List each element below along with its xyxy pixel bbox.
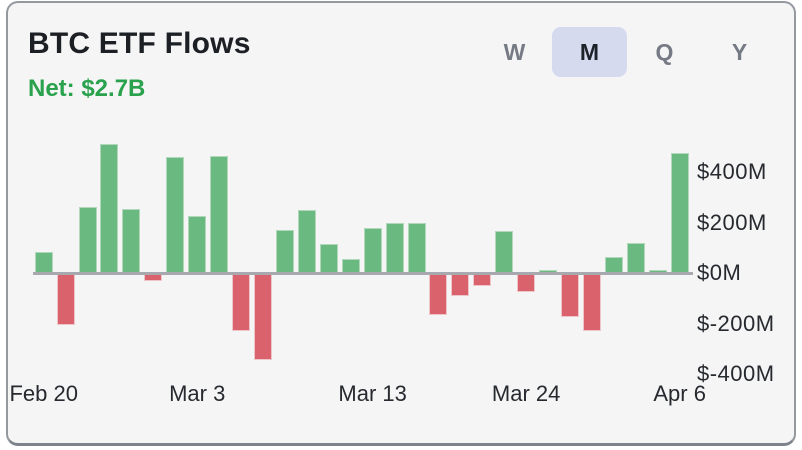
period-button-y[interactable]: Y <box>702 27 777 77</box>
period-button-q[interactable]: Q <box>627 27 702 77</box>
flow-bar[interactable] <box>582 273 601 332</box>
chart-area: $400M $200M $0M $-200M $-400M Feb 20 Mar 3 Mar … <box>8 3 794 443</box>
flow-bar[interactable] <box>275 230 294 273</box>
flow-bar[interactable] <box>385 222 404 273</box>
flow-bar[interactable] <box>517 273 536 292</box>
flow-bar[interactable] <box>78 207 97 273</box>
flow-bar[interactable] <box>122 208 141 273</box>
y-axis-label: $-400M <box>697 361 775 386</box>
flow-bar[interactable] <box>495 231 514 273</box>
flow-bar[interactable] <box>297 209 316 273</box>
x-axis-label: Mar 24 <box>491 381 561 406</box>
flow-bar[interactable] <box>561 273 580 318</box>
flow-bar[interactable] <box>232 273 251 332</box>
flow-bar[interactable] <box>670 153 689 273</box>
zero-axis-line <box>33 271 693 275</box>
x-axis-label: Mar 3 <box>169 381 226 406</box>
flow-bar[interactable] <box>604 256 623 273</box>
x-axis-label: Apr 6 <box>653 381 706 406</box>
flow-bar[interactable] <box>56 273 75 325</box>
flow-bar[interactable] <box>473 273 492 286</box>
flow-bar[interactable] <box>100 144 119 273</box>
flow-bar[interactable] <box>429 273 448 315</box>
page-title: BTC ETF Flows <box>28 27 251 60</box>
x-axis-label: Feb 20 <box>9 381 78 406</box>
flow-bar[interactable] <box>144 273 163 281</box>
flow-bar[interactable] <box>254 273 272 361</box>
y-axis-label: $200M <box>697 209 767 235</box>
flow-bar[interactable] <box>166 156 185 273</box>
y-axis-label: $0M <box>697 260 742 285</box>
flow-bar[interactable] <box>626 242 645 273</box>
x-axis-label: Mar 13 <box>338 381 407 406</box>
flow-bar[interactable] <box>451 273 470 296</box>
flow-bar[interactable] <box>407 222 426 273</box>
y-axis-label: $-200M <box>697 310 775 336</box>
flow-bar[interactable] <box>34 251 53 273</box>
period-button-m[interactable]: M <box>552 27 627 77</box>
y-axis-label: $400M <box>697 159 767 184</box>
flow-bar[interactable] <box>319 243 338 273</box>
flow-bar[interactable] <box>210 155 229 273</box>
flow-bar[interactable] <box>341 259 360 273</box>
flow-bar[interactable] <box>363 227 382 273</box>
net-flow-value: Net: $2.7B <box>28 75 146 102</box>
period-button-w[interactable]: W <box>477 27 552 77</box>
flow-bar[interactable] <box>188 216 207 273</box>
